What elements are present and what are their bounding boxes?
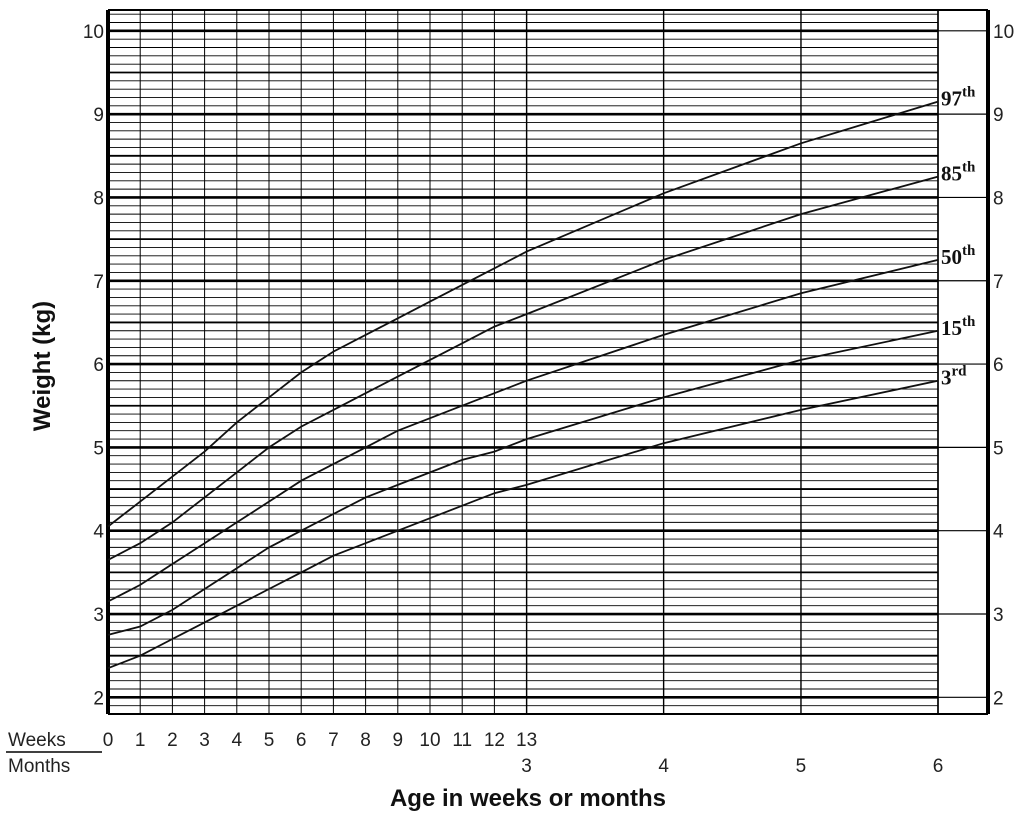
y-tick-label-left: 6 (93, 355, 104, 376)
y-tick-label-left: 2 (93, 688, 104, 709)
y-tick-label-right: 8 (993, 188, 1004, 209)
y-tick-label-left: 5 (93, 438, 104, 459)
y-tick-label-right: 7 (993, 272, 1004, 293)
y-tick-label-right: 9 (993, 105, 1004, 126)
x-tick-month: 5 (796, 756, 807, 777)
percentile-label-50: 50th (941, 243, 976, 269)
x-tick-week: 4 (232, 730, 243, 751)
x-tick-week: 11 (452, 730, 472, 751)
x-tick-month: 6 (933, 756, 944, 777)
y-tick-label-right: 3 (993, 605, 1004, 626)
x-tick-week: 5 (264, 730, 275, 751)
y-tick-label-left: 9 (93, 105, 104, 126)
x-tick-week: 1 (135, 730, 146, 751)
x-tick-week: 13 (516, 730, 537, 751)
percentile-curve-97 (107, 100, 939, 528)
y-tick-label-left: 10 (83, 22, 104, 43)
x-tick-week: 3 (199, 730, 210, 751)
percentile-curve-50 (107, 259, 939, 603)
y-tick-label-right: 6 (993, 355, 1004, 376)
y-tick-label-left: 7 (93, 272, 104, 293)
percentile-label-97: 97th (941, 85, 976, 111)
percentile-label-15: 15th (941, 314, 976, 340)
y-tick-label-left: 8 (93, 188, 104, 209)
y-tick-label-right: 10 (993, 22, 1014, 43)
weeks-row-label: Weeks (8, 730, 66, 751)
x-tick-week: 9 (393, 730, 404, 751)
y-tick-label-right: 2 (993, 688, 1004, 709)
x-tick-week: 6 (296, 730, 307, 751)
percentile-curves (107, 100, 939, 670)
percentile-curve-85 (107, 175, 939, 561)
y-tick-label-right: 4 (993, 522, 1004, 543)
plot-frame (106, 9, 990, 715)
x-axis-title: Age in weeks or months (390, 785, 666, 812)
x-tick-week: 7 (328, 730, 339, 751)
x-tick-week: 10 (419, 730, 440, 751)
x-tick-month: 4 (658, 756, 669, 777)
percentile-curve-15 (107, 329, 939, 636)
axis-labels: 2 23 34 45 56 67 78 89 910 100 1 2 3 4 5 6 7 8 9 10 11 12 133 4… (83, 22, 1014, 777)
percentile-label-85: 85th (941, 160, 976, 186)
percentile-curve-3 (107, 379, 939, 670)
y-axis-title: Weight (kg) (29, 301, 56, 431)
x-tick-week: 8 (360, 730, 371, 751)
y-tick-label-left: 3 (93, 605, 104, 626)
x-tick-week: 12 (484, 730, 505, 751)
months-row-label: Months (8, 756, 70, 777)
x-tick-month: 3 (521, 756, 532, 777)
y-tick-label-left: 4 (93, 522, 104, 543)
x-tick-week: 2 (167, 730, 178, 751)
y-tick-label-right: 5 (993, 438, 1004, 459)
grid (108, 10, 988, 715)
percentile-label-3: 3rd (941, 364, 967, 390)
x-tick-week: 0 (103, 730, 114, 751)
